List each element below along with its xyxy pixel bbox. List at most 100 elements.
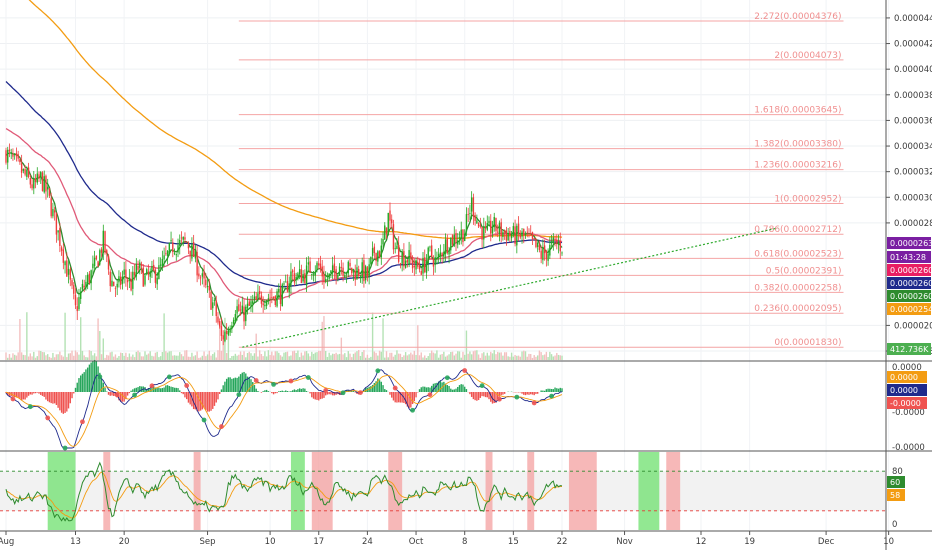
macd-histogram-bar — [279, 391, 282, 392]
macd-histogram-bar — [219, 392, 221, 394]
candle — [12, 154, 14, 157]
candle — [363, 260, 365, 282]
candle — [241, 305, 243, 312]
candle — [380, 245, 382, 258]
volume-bar — [476, 350, 478, 360]
volume-bar — [536, 355, 539, 360]
macd-histogram-bar — [126, 392, 129, 396]
candle — [338, 266, 341, 276]
macd-histogram-bar — [205, 392, 207, 410]
candle — [401, 252, 403, 264]
candle — [300, 269, 303, 284]
rsi-signal-zone — [290, 452, 305, 530]
candle — [90, 270, 92, 284]
macd-histogram-bar — [231, 378, 233, 392]
macd-badge — [887, 384, 927, 396]
macd-histogram-bar — [561, 388, 563, 392]
rsi-signal-zone — [311, 452, 333, 530]
macd-cross-dot — [549, 393, 554, 399]
macd-histogram-bar — [333, 392, 336, 396]
candle — [100, 249, 103, 253]
candle — [76, 306, 78, 312]
macd-histogram-bar — [472, 392, 475, 400]
candle — [389, 210, 391, 221]
volume-bar — [521, 351, 523, 360]
volume-bar — [384, 357, 386, 360]
candle — [323, 274, 325, 283]
macd-histogram-bar — [222, 385, 224, 392]
candle — [509, 230, 511, 236]
volume-bar — [212, 354, 214, 360]
time-tick-label: Aug — [0, 537, 14, 547]
candle — [7, 149, 9, 163]
macd-histogram-bar — [545, 389, 548, 392]
macd-histogram-bar — [229, 377, 231, 392]
macd-histogram-bar — [488, 392, 490, 400]
candle — [154, 269, 157, 283]
volume-bar — [40, 350, 42, 360]
rsi-band-fill — [0, 471, 886, 511]
volume-bar — [219, 322, 221, 360]
volume-bar — [90, 351, 92, 360]
macd-histogram-bar — [549, 388, 551, 392]
price-badge — [887, 303, 931, 315]
macd-histogram-bar — [424, 386, 426, 392]
macd-histogram-bar — [495, 392, 497, 403]
candle — [387, 212, 389, 236]
candle — [74, 294, 77, 306]
macd-histogram-bar — [380, 381, 382, 392]
macd-histogram-bar — [542, 390, 544, 392]
volume-bar — [55, 354, 58, 360]
candle — [298, 269, 301, 275]
volume-bar — [265, 356, 268, 360]
candle — [345, 273, 348, 275]
candle — [109, 271, 111, 287]
volume-bar — [309, 356, 311, 360]
candle — [276, 291, 278, 307]
volume-bar — [205, 356, 207, 360]
candle — [114, 288, 117, 290]
candle — [458, 237, 461, 239]
volume-bar — [264, 351, 266, 360]
candle — [217, 316, 219, 323]
candle — [425, 261, 428, 273]
macd-histogram-bar — [173, 387, 176, 392]
macd-histogram-bar — [135, 387, 138, 392]
macd-histogram-bar — [45, 392, 47, 400]
macd-histogram-bar — [330, 392, 332, 395]
macd-histogram-bar — [99, 372, 101, 392]
trendline[interactable] — [242, 227, 778, 348]
candle — [219, 321, 221, 327]
volume-bar — [258, 350, 261, 360]
volume-bar — [366, 354, 369, 360]
macd-cross-dot — [132, 392, 137, 398]
volume-bar — [531, 357, 534, 360]
candle — [264, 304, 266, 307]
macd-histogram-bar — [198, 392, 200, 412]
macd-cross-dot — [253, 378, 259, 383]
candle — [258, 291, 261, 295]
candle — [15, 153, 18, 157]
candle — [281, 284, 283, 307]
candle — [291, 270, 294, 273]
volume-bar — [352, 353, 355, 360]
candle — [123, 269, 125, 275]
volume-bar — [100, 354, 103, 360]
macd-cross-dot — [444, 375, 450, 381]
macd-histogram-bar — [86, 367, 89, 392]
candle — [198, 273, 200, 277]
time-tick-label: 19 — [744, 537, 755, 547]
candle — [427, 247, 429, 264]
candle — [43, 176, 45, 193]
price-badge — [887, 251, 931, 263]
macd-histogram-bar — [59, 392, 61, 411]
candle — [503, 230, 506, 233]
volume-bar — [225, 352, 228, 360]
candle — [335, 269, 337, 279]
macd-histogram-bar — [92, 360, 94, 392]
volume-bar — [34, 357, 37, 360]
macd-histogram-bar — [22, 392, 25, 400]
volume-bar — [27, 356, 30, 360]
volume-bar — [486, 352, 488, 360]
